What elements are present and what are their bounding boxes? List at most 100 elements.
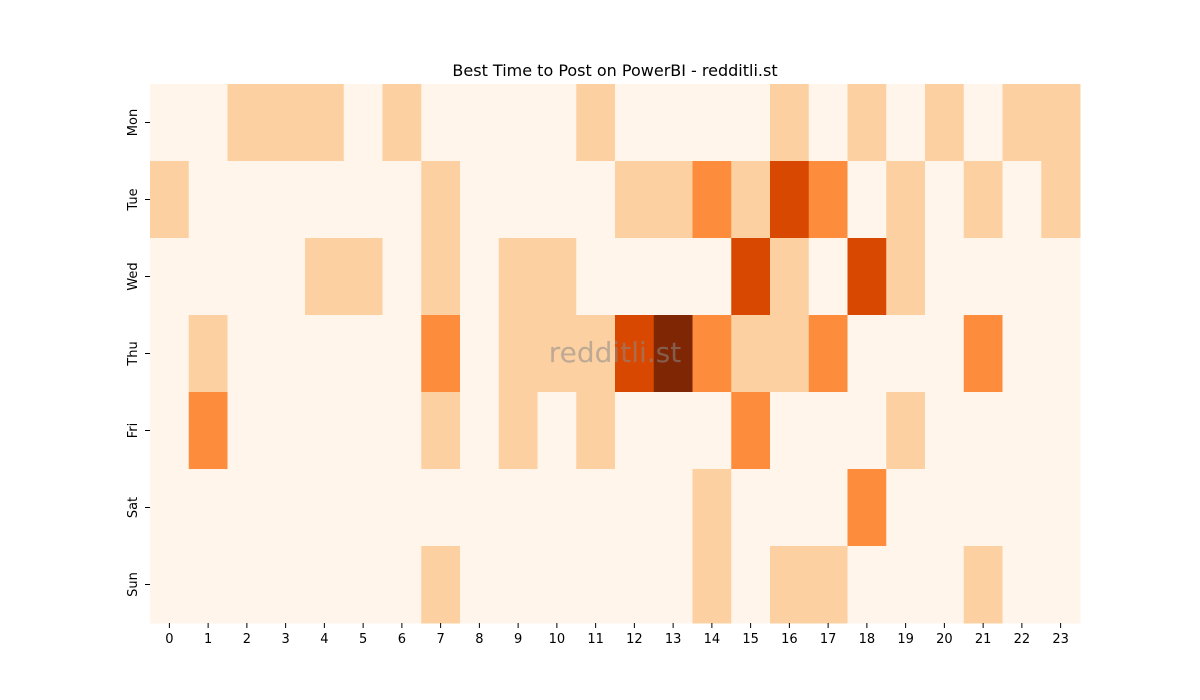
y-tick-label: Sun: [126, 572, 141, 597]
heatmap-cell: [576, 546, 616, 624]
heatmap-cell: [653, 392, 693, 470]
heatmap-cell: [343, 315, 383, 393]
heatmap-cell: [150, 84, 190, 162]
x-tick-label: 22: [1014, 632, 1031, 647]
heatmap-cell: [227, 392, 267, 470]
heatmap-cell: [421, 84, 461, 162]
heatmap-cell: [886, 161, 926, 239]
heatmap-cell: [227, 161, 267, 239]
heatmap-cell: [188, 84, 228, 162]
heatmap-cell: [770, 392, 810, 470]
heatmap-cell: [808, 546, 848, 624]
heatmap-cell: [305, 161, 345, 239]
heatmap-cell: [460, 84, 500, 162]
heatmap-cell: [460, 315, 500, 393]
x-tick-label: 6: [398, 632, 406, 647]
heatmap-cell: [847, 469, 887, 547]
heatmap-cell: [498, 238, 538, 316]
heatmap-cell: [615, 392, 655, 470]
heatmap-cell: [847, 161, 887, 239]
heatmap-cell: [150, 238, 190, 316]
y-tick-label: Wed: [126, 262, 141, 290]
heatmap-cell: [1002, 161, 1042, 239]
heatmap-cell: [653, 546, 693, 624]
y-tick-label: Sat: [126, 497, 141, 518]
heatmap-cell: [305, 392, 345, 470]
heatmap-cell: [731, 469, 771, 547]
heatmap-cell: [498, 546, 538, 624]
heatmap-cell: [460, 238, 500, 316]
heatmap-cell: [537, 238, 577, 316]
chart-title: Best Time to Post on PowerBI - redditli.…: [452, 61, 777, 80]
heatmap-cell: [731, 546, 771, 624]
heatmap-cell: [188, 238, 228, 316]
heatmap-cell: [963, 392, 1003, 470]
heatmap-cell: [615, 469, 655, 547]
heatmap-cell: [1002, 238, 1042, 316]
heatmap-cell: [847, 84, 887, 162]
heatmap-cell: [886, 469, 926, 547]
heatmap-cell: [188, 315, 228, 393]
heatmap-cell: [382, 84, 422, 162]
heatmap-cell: [150, 315, 190, 393]
heatmap-cell: [421, 161, 461, 239]
heatmap-cell: [615, 161, 655, 239]
x-tick-label: 5: [359, 632, 367, 647]
heatmap-cell: [537, 161, 577, 239]
y-tick-label: Thu: [126, 341, 141, 366]
heatmap-cells: [150, 84, 1081, 624]
x-tick-label: 4: [320, 632, 328, 647]
heatmap-cell: [150, 392, 190, 470]
x-tick-label: 10: [549, 632, 566, 647]
heatmap-cell: [925, 469, 965, 547]
heatmap-cell: [421, 238, 461, 316]
heatmap-cell: [847, 315, 887, 393]
heatmap-cell: [382, 469, 422, 547]
heatmap-cell: [498, 392, 538, 470]
x-tick-label: 20: [936, 632, 953, 647]
x-tick-label: 16: [781, 632, 798, 647]
x-tick-label: 1: [204, 632, 212, 647]
y-axis: Mon Tue Wed Thu Fri Sat Sun: [126, 109, 150, 597]
x-tick-label: 17: [820, 632, 837, 647]
heatmap-cell: [266, 469, 306, 547]
heatmap-cell: [653, 84, 693, 162]
heatmap-cell: [421, 315, 461, 393]
heatmap-cell: [653, 161, 693, 239]
heatmap-cell: [305, 315, 345, 393]
x-tick-label: 21: [975, 632, 992, 647]
heatmap-cell: [188, 469, 228, 547]
heatmap-cell: [188, 161, 228, 239]
y-tick-label: Tue: [126, 188, 141, 211]
heatmap-cell: [498, 469, 538, 547]
heatmap-cell: [537, 546, 577, 624]
heatmap-cell: [847, 238, 887, 316]
heatmap-cell: [576, 315, 616, 393]
heatmap-cell: [770, 161, 810, 239]
heatmap-cell: [421, 392, 461, 470]
heatmap-cell: [460, 546, 500, 624]
x-tick-label: 8: [475, 632, 483, 647]
heatmap-cell: [1002, 315, 1042, 393]
heatmap-cell: [808, 469, 848, 547]
heatmap-cell: [963, 315, 1003, 393]
heatmap-cell: [963, 546, 1003, 624]
heatmap-cell: [770, 469, 810, 547]
heatmap-cell: [692, 315, 732, 393]
x-tick-label: 23: [1052, 632, 1069, 647]
x-tick-label: 0: [165, 632, 173, 647]
heatmap-cell: [847, 392, 887, 470]
heatmap-cell: [886, 546, 926, 624]
heatmap-cell: [615, 84, 655, 162]
heatmap-cell: [731, 315, 771, 393]
heatmap-cell: [382, 161, 422, 239]
heatmap-cell: [808, 392, 848, 470]
heatmap-cell: [692, 84, 732, 162]
heatmap-cell: [266, 161, 306, 239]
heatmap-cell: [925, 315, 965, 393]
x-tick-label: 3: [281, 632, 289, 647]
heatmap-cell: [692, 469, 732, 547]
heatmap-cell: [963, 161, 1003, 239]
heatmap-cell: [963, 469, 1003, 547]
